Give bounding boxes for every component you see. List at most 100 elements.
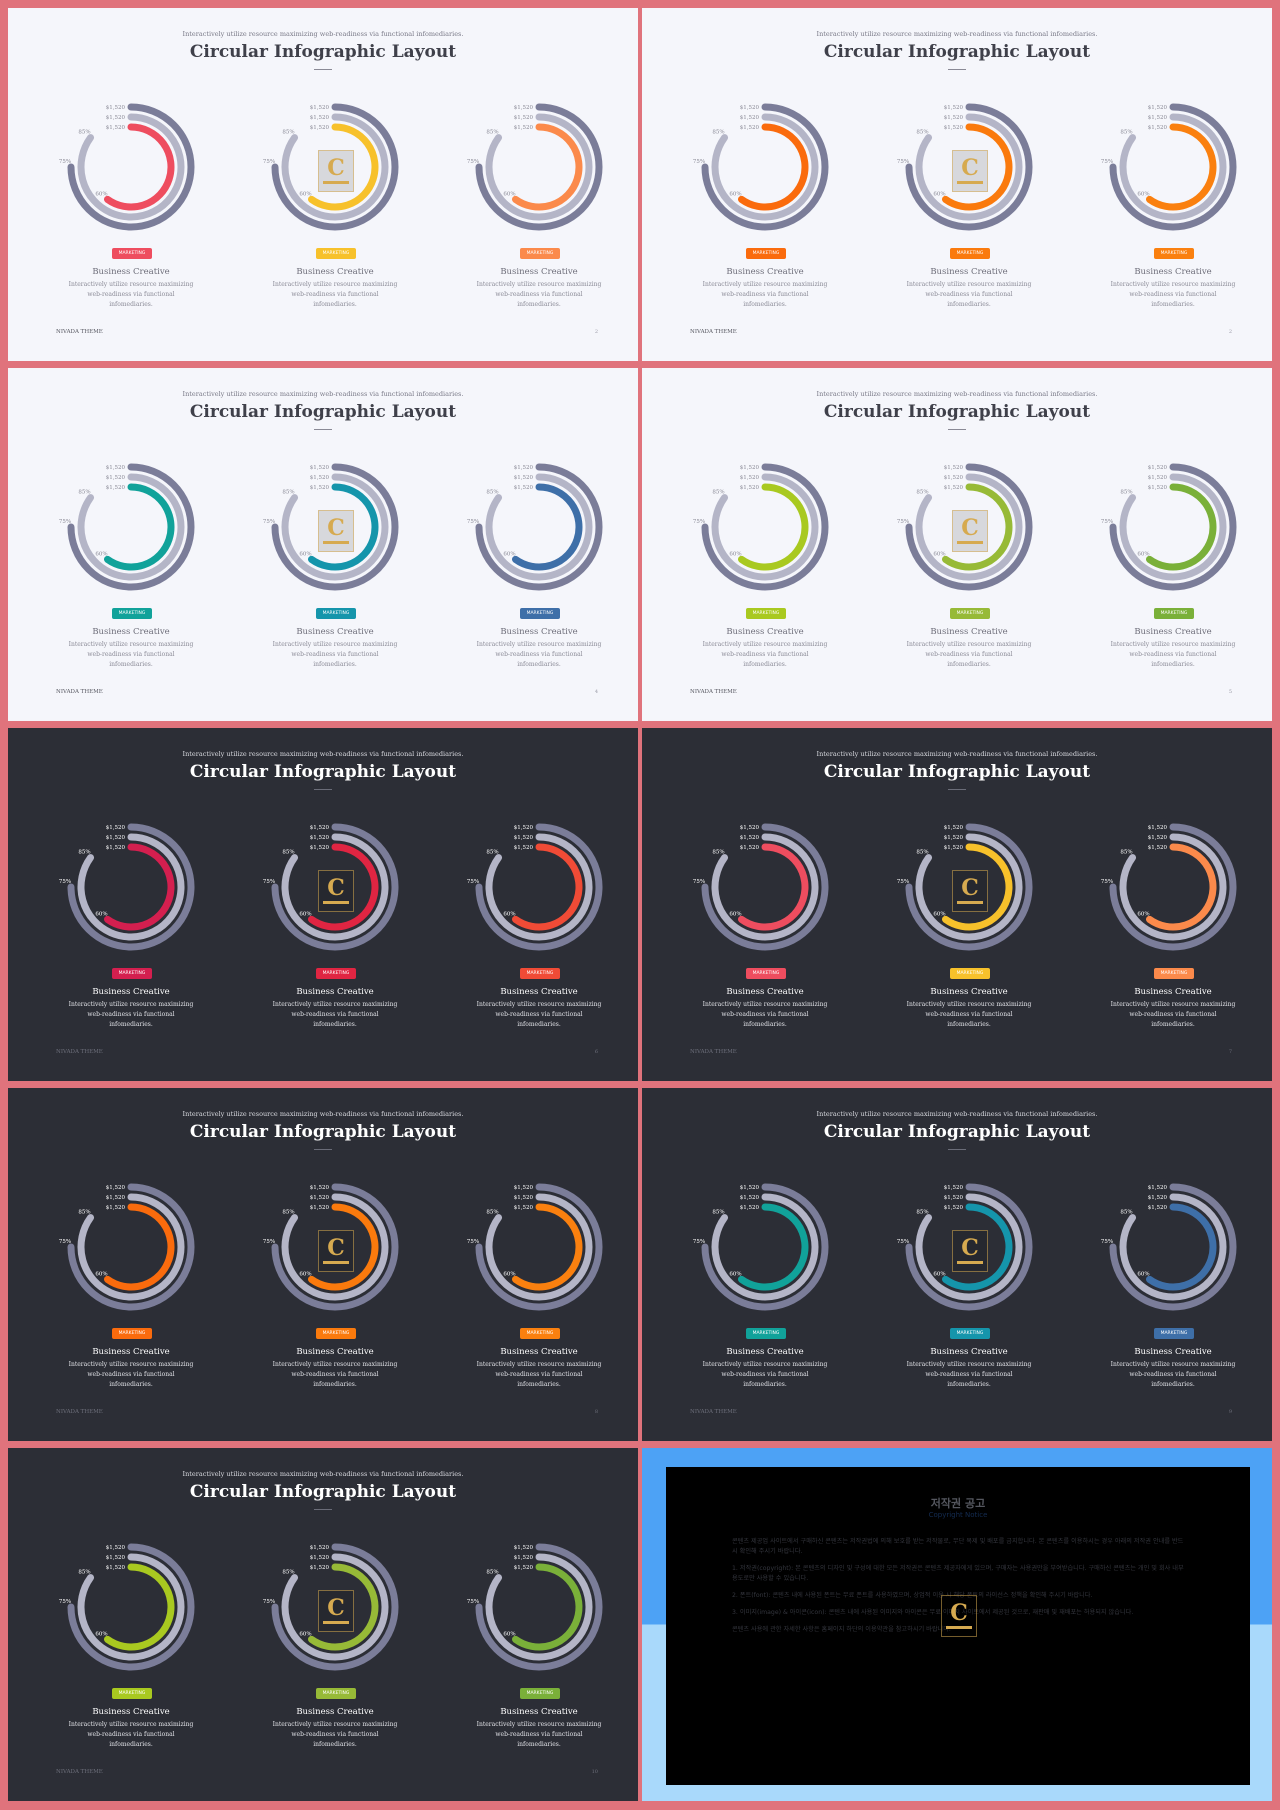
ring-percent-label: 75% [1101,159,1113,165]
ring-chart: $1,520 $1,520 $1,520 75% 85% 60% [693,823,829,951]
ring-percent-label: 85% [712,130,724,136]
ring-value-label: $1,520 [106,1205,126,1211]
ring-percent-label: 60% [933,551,945,557]
infographic-item: $1,520 $1,520 $1,520 75% 85% 60% MARKETING Busi… [464,454,614,670]
ring-arc [511,1563,583,1651]
item-description: Interactively utilize resource maximizin… [272,1361,398,1388]
ring-value-label: $1,520 [1148,485,1168,491]
item-description: Interactively utilize resource maximizin… [906,1001,1032,1028]
ring-percent-label: 85% [78,1570,90,1576]
infographic-item: $1,520 $1,520 $1,520 75% 85% 60% MARKETING Busi… [1098,94,1248,310]
ring-arc [307,1563,379,1651]
title-divider [948,429,966,430]
ring-arc [307,843,379,931]
ring-value-label: $1,520 [106,105,126,111]
copyright-panel: 저작권 공고 Copyright Notice 콘텐츠 제공업 사이트에서 구매… [666,1467,1250,1785]
item-description: Interactively utilize resource maximizin… [272,281,398,308]
ring-percent-label: 75% [693,159,705,165]
infographic-item: $1,520 $1,520 $1,520 75% 85% 60% MARKETING Busi… [56,94,206,310]
slide-subtitle: Interactively utilize resource maximizin… [182,1110,464,1118]
slide: Interactively utilize resource maximizin… [642,1088,1272,1441]
ring-percent-label: 60% [503,551,515,557]
ring-percent-label: 75% [263,159,275,165]
ring-percent-label: 75% [1101,1239,1113,1245]
item-title: Business Creative [726,627,804,637]
ring-arc [271,823,399,951]
page-number: 6 [594,1049,598,1055]
ring-value-label: $1,520 [310,485,330,491]
item-title: Business Creative [92,987,170,997]
slide-title: Circular Infographic Layout [189,762,457,782]
item-title: Business Creative [500,987,578,997]
ring-value-label: $1,520 [944,825,964,831]
infographic-item: $1,520 $1,520 $1,520 75% 85% 60% MARKETING Busi… [894,1174,1044,1390]
ring-percent-label: 60% [933,1271,945,1277]
marketing-tag: MARKETING [520,1688,560,1699]
ring-value-label: $1,520 [310,465,330,471]
ring-arc [103,1563,175,1651]
ring-chart: $1,520 $1,520 $1,520 75% 85% 60% [467,463,603,591]
ring-percent-label: 60% [299,191,311,197]
copyright-slide: 저작권 공고 Copyright Notice 콘텐츠 제공업 사이트에서 구매… [642,1448,1272,1801]
ring-value-label: $1,520 [944,835,964,841]
copyright-paragraph: 3. 이미지(image) & 아이콘(icon): 콘텐츠 내에 사용된 이미… [732,1609,1134,1616]
watermark-letter: C [961,1235,979,1261]
ring-percent-label: 75% [467,879,479,885]
page-number: 2 [594,329,598,335]
marketing-tag: MARKETING [1154,1328,1194,1339]
item-description: Interactively utilize resource maximizin… [272,1721,398,1748]
ring-percent-label: 75% [59,1239,71,1245]
slide: Interactively utilize resource maximizin… [8,368,638,721]
ring-arc [103,1203,175,1291]
ring-percent-label: 60% [503,191,515,197]
footer-brand: NIVADA THEME [56,329,103,335]
ring-arc [915,1193,1023,1301]
infographic-item: $1,520 $1,520 $1,520 75% 85% 60% MARKETING Busi… [1098,1174,1248,1390]
ring-value-label: $1,520 [514,125,534,131]
ring-percent-label: 75% [467,1599,479,1605]
ring-arc [307,123,379,211]
ring-percent-label: 85% [1120,490,1132,496]
ring-arc [1109,1183,1237,1311]
ring-arc [1145,483,1217,571]
footer-brand: NIVADA THEME [690,1409,737,1415]
ring-chart: $1,520 $1,520 $1,520 75% 85% 60% [1101,463,1237,591]
slide: Interactively utilize resource maximizin… [642,8,1272,361]
slide-subtitle: Interactively utilize resource maximizin… [182,390,464,398]
ring-arc [1119,833,1227,941]
ring-value-label: $1,520 [514,1195,534,1201]
ring-arc [737,843,809,931]
infographic-item: $1,520 $1,520 $1,520 75% 85% 60% MARKETING Busi… [260,1534,410,1750]
ring-chart: $1,520 $1,520 $1,520 75% 85% 60% [897,823,1033,951]
ring-arc [281,1553,389,1661]
ring-arc [67,103,195,231]
page-number: 2 [1228,329,1232,335]
item-description: Interactively utilize resource maximizin… [702,641,828,668]
ring-arc [905,1183,1033,1311]
ring-percent-label: 75% [693,879,705,885]
footer-brand: NIVADA THEME [56,1049,103,1055]
watermark-letter: C [961,155,979,181]
infographic-item: $1,520 $1,520 $1,520 75% 85% 60% MARKETING Busi… [464,814,614,1030]
ring-arc [77,473,185,581]
ring-chart: $1,520 $1,520 $1,520 75% 85% 60% [467,1543,603,1671]
ring-percent-label: 85% [916,850,928,856]
ring-percent-label: 85% [486,1570,498,1576]
watermark-logo: C [952,1230,988,1272]
marketing-tag: MARKETING [112,1688,152,1699]
infographic-item: $1,520 $1,520 $1,520 75% 85% 60% MARKETING Busi… [260,94,410,310]
ring-value-label: $1,520 [514,1565,534,1571]
ring-chart: $1,520 $1,520 $1,520 75% 85% 60% [467,1183,603,1311]
ring-value-label: $1,520 [1148,1185,1168,1191]
ring-value-label: $1,520 [106,1545,126,1551]
ring-arc [271,1543,399,1671]
ring-value-label: $1,520 [310,1205,330,1211]
ring-chart: $1,520 $1,520 $1,520 75% 85% 60% [1101,1183,1237,1311]
marketing-tag: MARKETING [746,968,786,979]
ring-arc [1145,123,1217,211]
page-number: 5 [1228,689,1232,695]
watermark-bar [957,1261,983,1264]
ring-value-label: $1,520 [1148,835,1168,841]
watermark-logo: C [952,510,988,552]
title-divider [314,1509,332,1510]
